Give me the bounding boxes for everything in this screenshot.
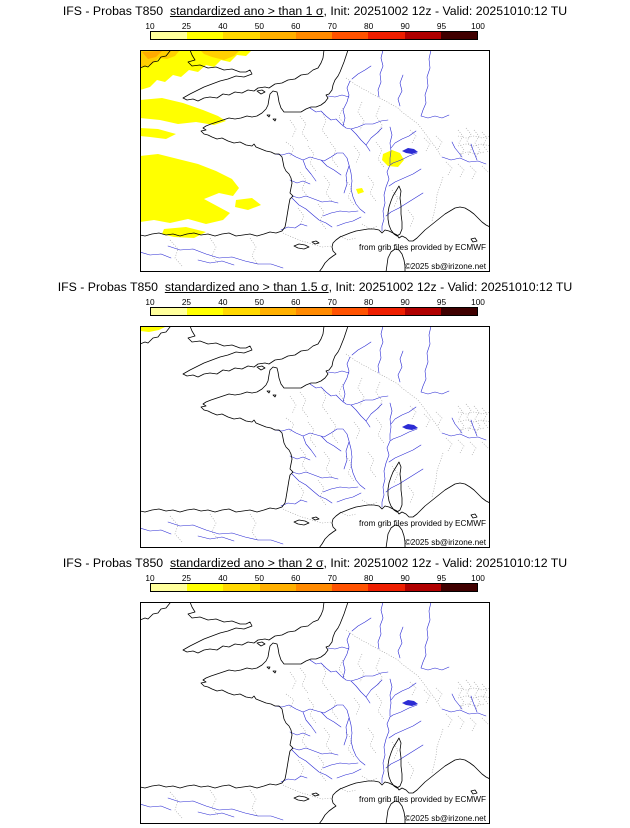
colorbar-segment xyxy=(259,308,296,315)
colorbar-segment xyxy=(404,584,441,591)
colorbar-gradient xyxy=(150,307,478,316)
colorbar-tick-label: 100 xyxy=(471,573,485,583)
panel-sigma-2: IFS - Probas T850 standardized ano > tha… xyxy=(0,552,630,828)
colorbar-tick-label: 100 xyxy=(471,21,485,31)
panel-title: IFS - Probas T850 standardized ano > tha… xyxy=(0,4,630,18)
title-prefix: IFS - Probas T850 xyxy=(57,280,165,294)
colorbar-segment xyxy=(368,584,405,591)
title-threshold: standardized ano > than 1 σ xyxy=(169,4,324,18)
colorbar-tick-label: 60 xyxy=(291,573,301,583)
colorbar-tick-label: 50 xyxy=(254,21,264,31)
colorbar-segment xyxy=(187,308,224,315)
colorbar-segment xyxy=(440,584,477,591)
colorbar-segment xyxy=(223,584,260,591)
copyright-credit: ©2025 sb@irizone.net xyxy=(405,538,487,547)
colorbar-tick-label: 25 xyxy=(181,573,192,583)
colorbar-tick-label: 70 xyxy=(327,297,337,307)
colorbar-tick-label: 40 xyxy=(218,21,228,31)
title-prefix: IFS - Probas T850 xyxy=(62,556,170,570)
colorbar-tick-label: 95 xyxy=(436,573,447,583)
colorbar-segment xyxy=(404,32,441,39)
ecmwf-credit: from grib files provided by ECMWF xyxy=(359,795,486,804)
title-threshold: standardized ano > than 1.5 σ xyxy=(164,280,329,294)
colorbar-tick-label: 40 xyxy=(218,573,228,583)
colorbar-segment xyxy=(368,308,405,315)
probability-highlight-overlay xyxy=(140,50,404,238)
map-sigma-1-5: from grib files provided by ECMWF ©2025 … xyxy=(140,326,490,548)
colorbar-segment xyxy=(295,32,333,39)
colorbar-segment xyxy=(295,584,333,591)
title-prefix: IFS - Probas T850 xyxy=(62,4,170,18)
colorbar-tick-label: 80 xyxy=(364,573,374,583)
map-sigma-1: from grib files provided by ECMWF ©2025 … xyxy=(140,50,490,272)
colorbar-tick-label: 95 xyxy=(436,297,447,307)
panel-sigma-1-5: IFS - Probas T850 standardized ano > tha… xyxy=(0,276,630,552)
ecmwf-credit: from grib files provided by ECMWF xyxy=(359,243,486,252)
colorbar-tick-label: 60 xyxy=(291,21,301,31)
colorbar-tick-label: 50 xyxy=(254,297,264,307)
colorbar-segment xyxy=(151,32,188,39)
colorbar-tick-labels: 10 25 40 50 60 70 80 90 95 100 xyxy=(145,21,485,31)
copyright-credit: ©2025 sb@irizone.net xyxy=(405,814,487,823)
colorbar-tick-label: 25 xyxy=(181,21,192,31)
ecmwf-credit: from grib files provided by ECMWF xyxy=(359,519,486,528)
colorbar-tick-label: 95 xyxy=(436,21,447,31)
colorbar-tick-label: 80 xyxy=(364,297,374,307)
panel-title: IFS - Probas T850 standardized ano > tha… xyxy=(0,556,630,570)
deep-orange-areas xyxy=(142,51,162,59)
colorbar-segment xyxy=(332,584,369,591)
colorbar-tick-labels: 10 25 40 50 60 70 80 90 95 100 xyxy=(145,297,485,307)
title-init-valid: , Init: 20251002 12z - Valid: 20251010:1… xyxy=(323,556,568,570)
colorbar-tick-label: 50 xyxy=(254,573,264,583)
probability-colorbar: 10 25 40 50 60 70 80 90 95 100 xyxy=(145,21,485,40)
colorbar-segment xyxy=(295,308,333,315)
colorbar-tick-label: 40 xyxy=(218,297,228,307)
orange-areas xyxy=(140,50,240,67)
colorbar-tick-label: 90 xyxy=(400,21,410,31)
colorbar-segment xyxy=(223,32,260,39)
probability-highlight-overlay xyxy=(140,326,167,332)
map-sigma-2: from grib files provided by ECMWF ©2025 … xyxy=(140,602,490,824)
colorbar-tick-label: 10 xyxy=(145,573,155,583)
probability-colorbar: 10 25 40 50 60 70 80 90 95 100 xyxy=(145,297,485,316)
colorbar-gradient xyxy=(150,31,478,40)
colorbar-segment xyxy=(440,32,477,39)
colorbar-segment xyxy=(332,32,369,39)
colorbar-tick-label: 70 xyxy=(327,21,337,31)
colorbar-segment xyxy=(151,584,188,591)
title-init-valid: , Init: 20251002 12z - Valid: 20251010:1… xyxy=(323,4,568,18)
colorbar-tick-label: 25 xyxy=(181,297,192,307)
colorbar-segment xyxy=(187,32,224,39)
colorbar-segment xyxy=(368,32,405,39)
colorbar-segment xyxy=(187,584,224,591)
yellow-areas xyxy=(140,326,167,332)
panel-title: IFS - Probas T850 standardized ano > tha… xyxy=(0,280,630,294)
colorbar-tick-label: 60 xyxy=(291,297,301,307)
title-threshold: standardized ano > than 2 σ xyxy=(169,556,324,570)
colorbar-tick-label: 70 xyxy=(327,573,337,583)
colorbar-segment xyxy=(259,584,296,591)
panel-sigma-1: IFS - Probas T850 standardized ano > tha… xyxy=(0,0,630,276)
title-init-valid: , Init: 20251002 12z - Valid: 20251010:1… xyxy=(328,280,573,294)
colorbar-tick-label: 80 xyxy=(364,21,374,31)
colorbar-tick-label: 100 xyxy=(471,297,485,307)
colorbar-segment xyxy=(332,308,369,315)
colorbar-segment xyxy=(440,308,477,315)
colorbar-segment xyxy=(223,308,260,315)
colorbar-tick-label: 10 xyxy=(145,297,155,307)
colorbar-gradient xyxy=(150,583,478,592)
colorbar-segment xyxy=(259,32,296,39)
colorbar-tick-label: 10 xyxy=(145,21,155,31)
colorbar-tick-label: 90 xyxy=(400,573,410,583)
copyright-credit: ©2025 sb@irizone.net xyxy=(405,262,487,271)
colorbar-tick-label: 90 xyxy=(400,297,410,307)
colorbar-tick-labels: 10 25 40 50 60 70 80 90 95 100 xyxy=(145,573,485,583)
yellow-areas xyxy=(140,50,404,238)
colorbar-segment xyxy=(404,308,441,315)
colorbar-segment xyxy=(151,308,188,315)
probability-colorbar: 10 25 40 50 60 70 80 90 95 100 xyxy=(145,573,485,592)
